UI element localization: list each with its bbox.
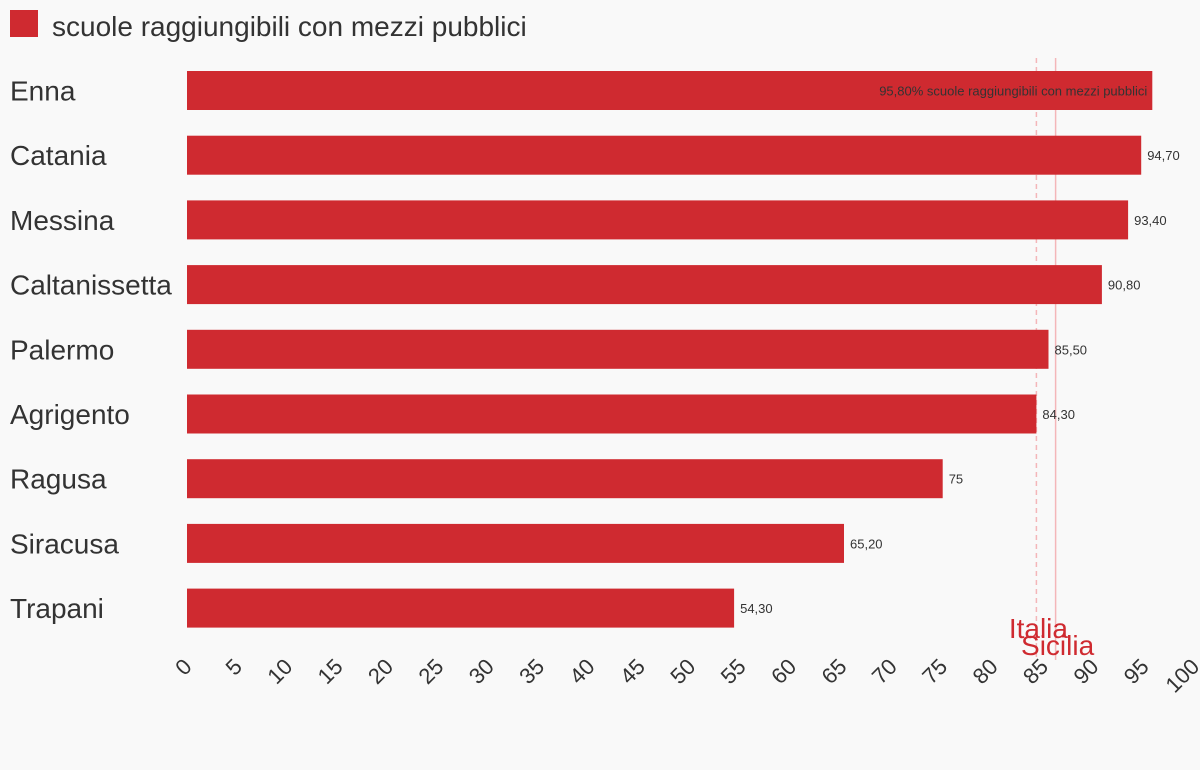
x-tick-label: 5 bbox=[221, 654, 247, 680]
value-label: 65,20 bbox=[850, 536, 883, 551]
category-labels: Enna Catania Messina Caltanissetta Palermo Ag… bbox=[10, 76, 172, 625]
category-label: Siracusa bbox=[10, 528, 119, 559]
x-tick-label: 100 bbox=[1160, 654, 1200, 698]
bar bbox=[187, 200, 1129, 240]
x-tick-label: 55 bbox=[716, 654, 751, 689]
bars bbox=[187, 71, 1153, 628]
bar bbox=[187, 394, 1037, 434]
x-tick-label: 35 bbox=[514, 654, 549, 689]
x-tick-label: 50 bbox=[665, 654, 700, 689]
value-labels: 95,80% scuole raggiungibili con mezzi pu… bbox=[740, 84, 1180, 617]
category-label: Messina bbox=[10, 205, 115, 236]
category-label: Trapani bbox=[10, 593, 104, 624]
bar bbox=[187, 265, 1102, 305]
value-label: 75 bbox=[949, 472, 963, 487]
x-tick-label: 40 bbox=[565, 654, 600, 689]
category-label: Enna bbox=[10, 76, 76, 107]
x-tick-label: 60 bbox=[766, 654, 801, 689]
x-tick-label: 65 bbox=[817, 654, 852, 689]
x-tick-label: 75 bbox=[917, 654, 952, 689]
x-tick-label: 25 bbox=[413, 654, 448, 689]
category-label: Palermo bbox=[10, 334, 114, 365]
value-label: 95,80% scuole raggiungibili con mezzi pu… bbox=[879, 84, 1147, 99]
bar bbox=[187, 135, 1142, 175]
bar bbox=[187, 459, 943, 499]
x-tick-label: 80 bbox=[968, 654, 1003, 689]
value-label: 94,70 bbox=[1147, 148, 1180, 163]
category-label: Ragusa bbox=[10, 464, 107, 495]
category-label: Caltanissetta bbox=[10, 270, 172, 301]
x-tick-label: 95 bbox=[1119, 654, 1154, 689]
reference-label-italia: Italia bbox=[1009, 613, 1069, 644]
category-label: Catania bbox=[10, 140, 107, 171]
x-tick-label: 10 bbox=[262, 654, 297, 689]
value-label: 54,30 bbox=[740, 601, 773, 616]
bar bbox=[187, 588, 735, 628]
legend-label: scuole raggiungibili con mezzi pubblici bbox=[52, 11, 527, 42]
value-label: 90,80 bbox=[1108, 278, 1141, 293]
value-label: 93,40 bbox=[1134, 213, 1167, 228]
legend-swatch bbox=[10, 10, 38, 37]
bar bbox=[187, 329, 1049, 369]
category-label: Agrigento bbox=[10, 399, 130, 430]
bar bbox=[187, 71, 1153, 110]
legend: scuole raggiungibili con mezzi pubblici bbox=[10, 10, 527, 42]
value-label: 84,30 bbox=[1042, 407, 1075, 422]
x-tick-label: 70 bbox=[867, 654, 902, 689]
x-tick-label: 20 bbox=[363, 654, 398, 689]
x-tick-label: 0 bbox=[170, 654, 196, 680]
x-tick-label: 30 bbox=[464, 654, 499, 689]
x-tick-label: 15 bbox=[313, 654, 348, 689]
x-tick-label: 45 bbox=[615, 654, 650, 689]
reference-label-sicilia: Sicilia bbox=[1021, 630, 1095, 661]
value-label: 85,50 bbox=[1055, 342, 1088, 357]
bar bbox=[187, 523, 844, 563]
